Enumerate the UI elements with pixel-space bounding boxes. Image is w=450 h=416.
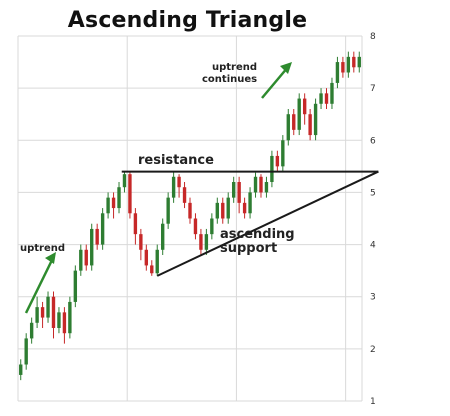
support-line [156, 170, 379, 277]
y-tick-label: 1 [370, 397, 376, 407]
candle-body [182, 187, 187, 203]
candle-body [106, 197, 110, 214]
continues-arrowhead-icon [280, 62, 292, 74]
candle-body [297, 98, 301, 130]
candle-body [24, 338, 28, 365]
candle-body [226, 197, 230, 219]
candle-body [139, 234, 143, 250]
y-tick-label: 7 [370, 84, 376, 94]
candle-body [242, 202, 247, 214]
candle-body [352, 56, 356, 68]
candle-body [79, 249, 83, 271]
candle-body [68, 301, 72, 334]
annotation-uptrend: uptrend [20, 243, 65, 254]
candle-body [346, 56, 351, 73]
candle-body [117, 187, 121, 209]
candles-group [19, 51, 361, 381]
candle-body [259, 176, 263, 193]
y-tick-label: 5 [370, 188, 376, 198]
candle-body [270, 155, 274, 182]
candle-body [302, 98, 307, 115]
annotation-ascending: ascending [220, 227, 295, 242]
candle-body [210, 218, 214, 235]
candle-body [313, 103, 318, 136]
candle-body [122, 174, 127, 188]
candle-body [144, 249, 149, 266]
candle-body [281, 140, 285, 167]
candle-body [221, 202, 225, 219]
candle-body [248, 192, 252, 214]
candle-body [188, 202, 192, 219]
candle-body [62, 312, 67, 334]
candle-body [286, 114, 290, 141]
candle-body [275, 155, 280, 167]
candle-body [264, 182, 269, 193]
candle-body [253, 176, 258, 193]
y-tick-label: 6 [370, 136, 376, 146]
candle-body [171, 176, 176, 198]
candle-body [84, 249, 88, 266]
candle-body [150, 265, 154, 274]
candle-body [308, 114, 312, 136]
continues-arrow-icon [261, 66, 289, 99]
candle-body [29, 322, 34, 339]
candle-body [57, 312, 61, 328]
candle-body [128, 174, 132, 214]
candle-body [73, 270, 78, 302]
y-tick-label: 3 [370, 293, 376, 303]
candle-body [204, 234, 209, 250]
candle-body [193, 218, 198, 235]
candle-body [111, 197, 116, 209]
candle-body [155, 249, 159, 274]
annotation-resistance: resistance [138, 153, 214, 168]
candle-body [40, 307, 45, 318]
candle-body [341, 62, 345, 73]
candle-body [292, 114, 296, 130]
annotation-uptrend-continues-2: continues [202, 74, 257, 85]
candle-body [199, 234, 203, 250]
candle-body [335, 62, 340, 83]
candle-body [90, 228, 94, 266]
candle-body [330, 82, 334, 104]
candle-body [319, 93, 323, 104]
pattern-lines [121, 170, 379, 277]
candle-body [46, 296, 50, 318]
candle-body [35, 307, 39, 323]
y-tick-label: 4 [370, 241, 376, 251]
candle-body [95, 228, 99, 245]
y-tick-label: 8 [370, 32, 376, 42]
y-tick-label: 2 [370, 345, 376, 355]
candle-body [177, 176, 181, 188]
candle-body [324, 93, 329, 104]
candle-body [231, 182, 236, 198]
uptrend-arrow-icon [24, 257, 55, 314]
candle-body [51, 296, 56, 328]
candle-body [100, 213, 105, 245]
y-axis-ticks: 1 2 3 4 5 6 7 8 [370, 32, 376, 407]
candle-body [133, 213, 138, 235]
candle-body [237, 182, 241, 203]
candle-body [357, 56, 361, 68]
uptrend-arrowhead-icon [45, 252, 56, 264]
annotation-uptrend-continues-1: uptrend [212, 62, 257, 73]
candle-body [215, 202, 219, 219]
annotation-support: support [220, 241, 277, 256]
candle-body [161, 223, 165, 250]
chart-title: Ascending Triangle [67, 8, 308, 33]
candle-body [19, 364, 23, 375]
candle-body [166, 197, 170, 224]
